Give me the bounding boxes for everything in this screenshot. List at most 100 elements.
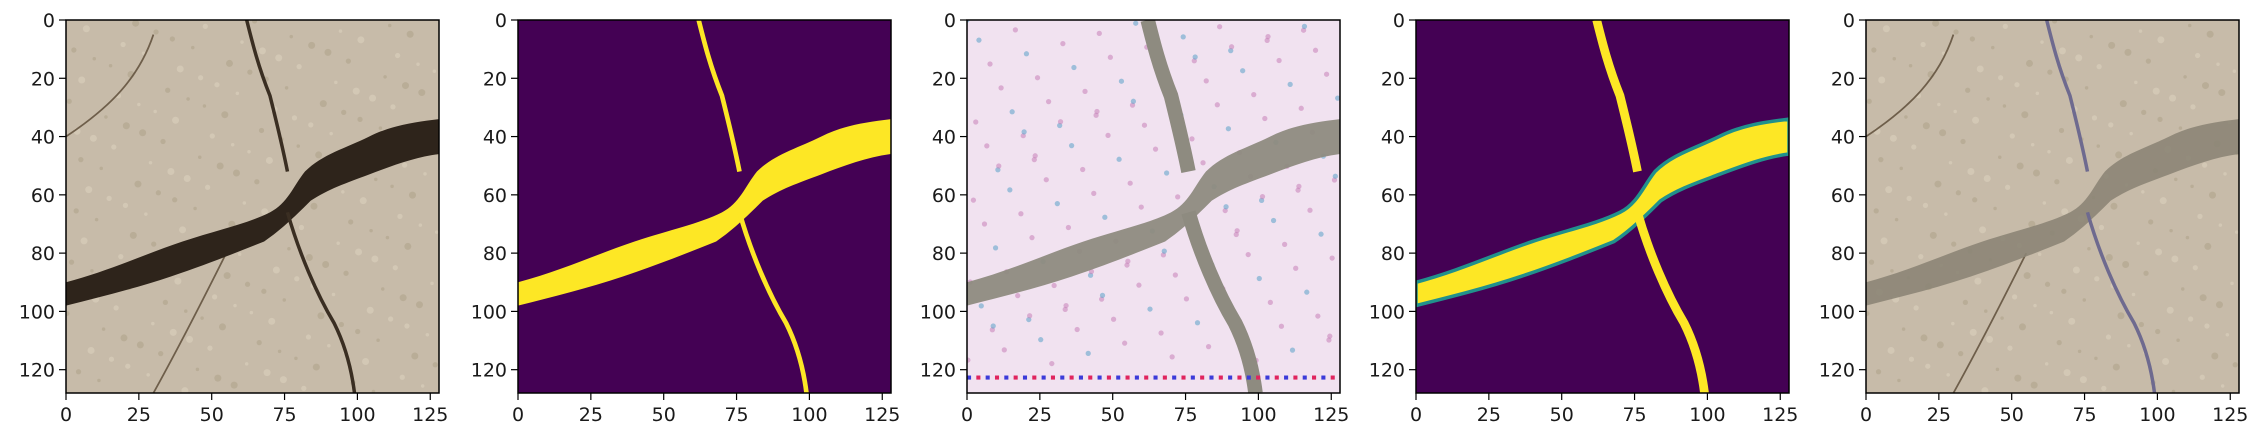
speckle: [263, 369, 271, 377]
speckle: [2035, 91, 2040, 96]
speckle: [2201, 82, 2209, 90]
speckle: [2208, 191, 2216, 199]
speckle: [244, 362, 249, 366]
artifact-dot: [1082, 88, 1088, 95]
speckle: [176, 65, 184, 73]
artifact-dot: [1015, 293, 1021, 299]
image-area: [1416, 20, 1789, 393]
speckle: [2068, 317, 2076, 325]
speckle: [1887, 346, 1895, 354]
artifact-strip: [1172, 375, 1177, 380]
artifact-dot: [987, 61, 993, 67]
speckle: [1969, 328, 1977, 336]
speckle: [202, 104, 207, 108]
artifact-dot: [1029, 235, 1035, 241]
speckle: [106, 195, 112, 201]
speckle: [2145, 58, 2151, 64]
speckle: [2002, 104, 2007, 108]
speckle: [113, 305, 119, 311]
speckle: [1871, 47, 1877, 53]
x-tick-label: 25: [127, 404, 151, 426]
artifact-strip: [976, 375, 981, 380]
artifact-dot: [1060, 40, 1066, 47]
speckle: [1958, 351, 1964, 357]
artifact-dot: [1038, 337, 1044, 343]
speckle: [2143, 270, 2149, 276]
speckle: [136, 341, 144, 349]
speckle: [2054, 179, 2060, 185]
speckle: [244, 281, 251, 287]
axes-frame: [1415, 19, 1790, 394]
speckle: [233, 303, 237, 308]
artifact-dot: [1152, 146, 1159, 152]
artifact-dot: [1118, 78, 1125, 84]
axes-frame: [65, 19, 440, 394]
speckle: [2002, 23, 2008, 30]
speckle: [277, 349, 282, 354]
speckle: [388, 23, 392, 28]
speckle: [2063, 369, 2071, 377]
artifact-dot: [1217, 24, 1223, 30]
speckle: [2211, 352, 2219, 360]
x-tick-label: 75: [2072, 404, 2096, 426]
x-tick-label: 100: [791, 404, 827, 426]
speckle: [1882, 25, 1890, 33]
y-tick-label: 40: [1381, 127, 1405, 149]
artifact-dot: [1265, 33, 1271, 40]
artifact-dot: [1287, 81, 1293, 88]
speckle: [101, 327, 106, 331]
artifact-strip: [1274, 375, 1279, 380]
speckle: [355, 248, 363, 256]
speckle: [394, 52, 401, 59]
speckle: [406, 30, 414, 38]
speckle: [1967, 168, 1975, 176]
speckle: [2115, 151, 2123, 159]
x-tick-label: 50: [1101, 404, 1125, 426]
speckle: [1936, 341, 1944, 349]
artifact-strip: [1078, 375, 1083, 380]
artifact-dot: [1180, 34, 1186, 40]
speckle: [432, 362, 438, 368]
speckle: [2014, 374, 2022, 382]
speckle: [2159, 197, 2167, 205]
artifact-dot: [1282, 241, 1288, 248]
speckle: [158, 351, 164, 357]
upper-crack: [2044, 20, 2090, 172]
artifact-dot: [1312, 47, 1319, 53]
x-tick-label: 100: [2139, 404, 2175, 426]
artifact-dot: [1110, 316, 1117, 322]
artifact-dot: [1323, 71, 1330, 77]
artifact-dot: [1301, 23, 1308, 30]
speckle: [1897, 378, 1901, 383]
speckle: [118, 253, 124, 260]
speckle: [1951, 241, 1957, 247]
speckle: [258, 47, 266, 55]
speckle: [2171, 389, 2176, 393]
x-tick-label: 50: [200, 404, 224, 426]
speckle: [2084, 86, 2089, 90]
artifact-dot: [1080, 166, 1086, 173]
speckle: [2176, 338, 2180, 343]
hairline-crack: [1952, 252, 2028, 393]
speckle: [390, 104, 396, 110]
y-tick-label: 80: [1831, 243, 1855, 265]
speckle: [174, 277, 182, 285]
speckle: [2204, 242, 2212, 250]
speckle: [108, 64, 113, 68]
speckle: [247, 149, 251, 154]
speckle: [374, 177, 378, 182]
artifact-dot: [1296, 183, 1302, 190]
artifact-dot: [1293, 265, 1299, 271]
speckle: [2040, 40, 2044, 44]
speckle: [423, 172, 427, 176]
speckle: [411, 352, 419, 360]
y-tick-label: 80: [31, 243, 55, 265]
speckle: [1922, 202, 1929, 208]
artifact-dot: [1304, 289, 1310, 295]
pred-upper-crack: [1592, 20, 1642, 173]
speckle: [383, 75, 387, 79]
y-tick-label: 100: [920, 301, 956, 323]
speckle: [287, 247, 291, 251]
artifact-dot: [1018, 211, 1024, 217]
